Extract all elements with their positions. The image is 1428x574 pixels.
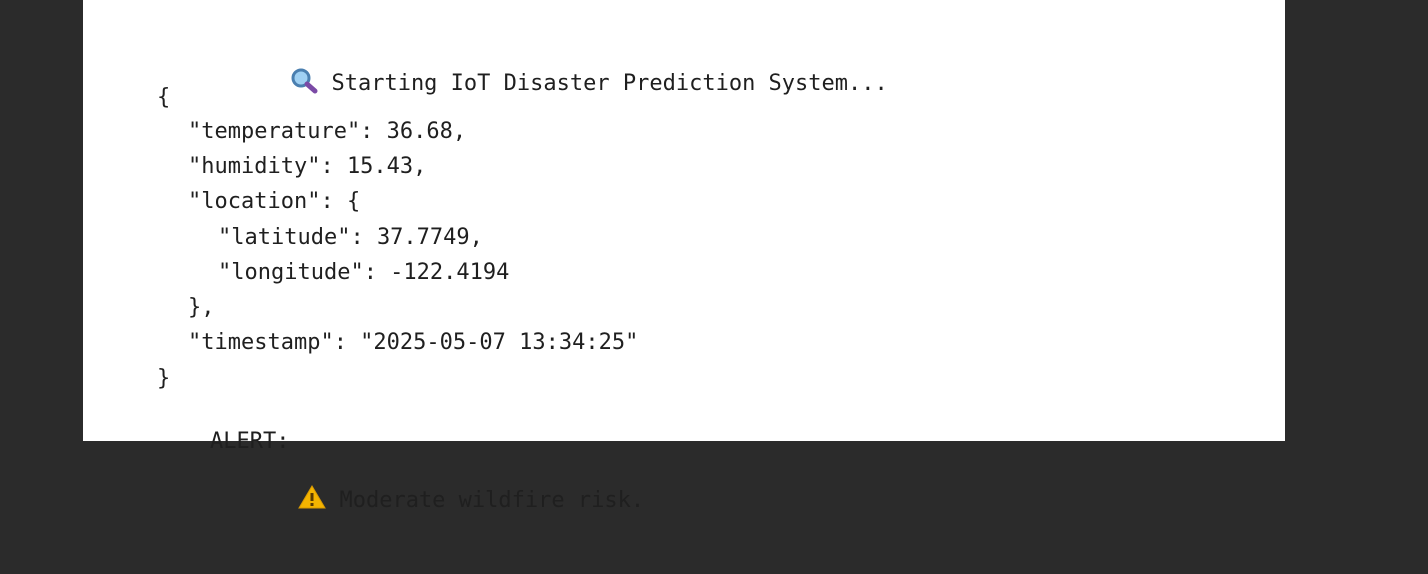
status-line: Starting IoT Disaster Prediction System.… xyxy=(157,10,888,158)
status-text: Starting IoT Disaster Prediction System.… xyxy=(331,71,888,96)
json-location-close: }, xyxy=(188,295,215,320)
json-timestamp: "timestamp": "2025-05-07 13:34:25" xyxy=(188,330,639,355)
json-temperature: "temperature": 36.68, xyxy=(188,119,467,144)
json-humidity: "humidity": 15.43, xyxy=(188,154,427,179)
magnifying-glass-icon xyxy=(210,38,319,130)
json-latitude: "latitude": 37.7749, xyxy=(218,225,483,250)
alert-line: ALERT: Moderate wildfire risk. xyxy=(157,400,644,574)
json-close-brace: } xyxy=(157,366,171,391)
json-open-brace: { xyxy=(157,85,171,110)
json-location-open: "location": { xyxy=(188,189,361,214)
json-longitude: "longitude": -122.4194 xyxy=(218,260,510,285)
alert-text: Moderate wildfire risk. xyxy=(339,488,645,513)
alert-label: ALERT: xyxy=(209,429,290,454)
warning-icon xyxy=(218,456,327,546)
console-output-panel: Starting IoT Disaster Prediction System.… xyxy=(83,0,1285,513)
